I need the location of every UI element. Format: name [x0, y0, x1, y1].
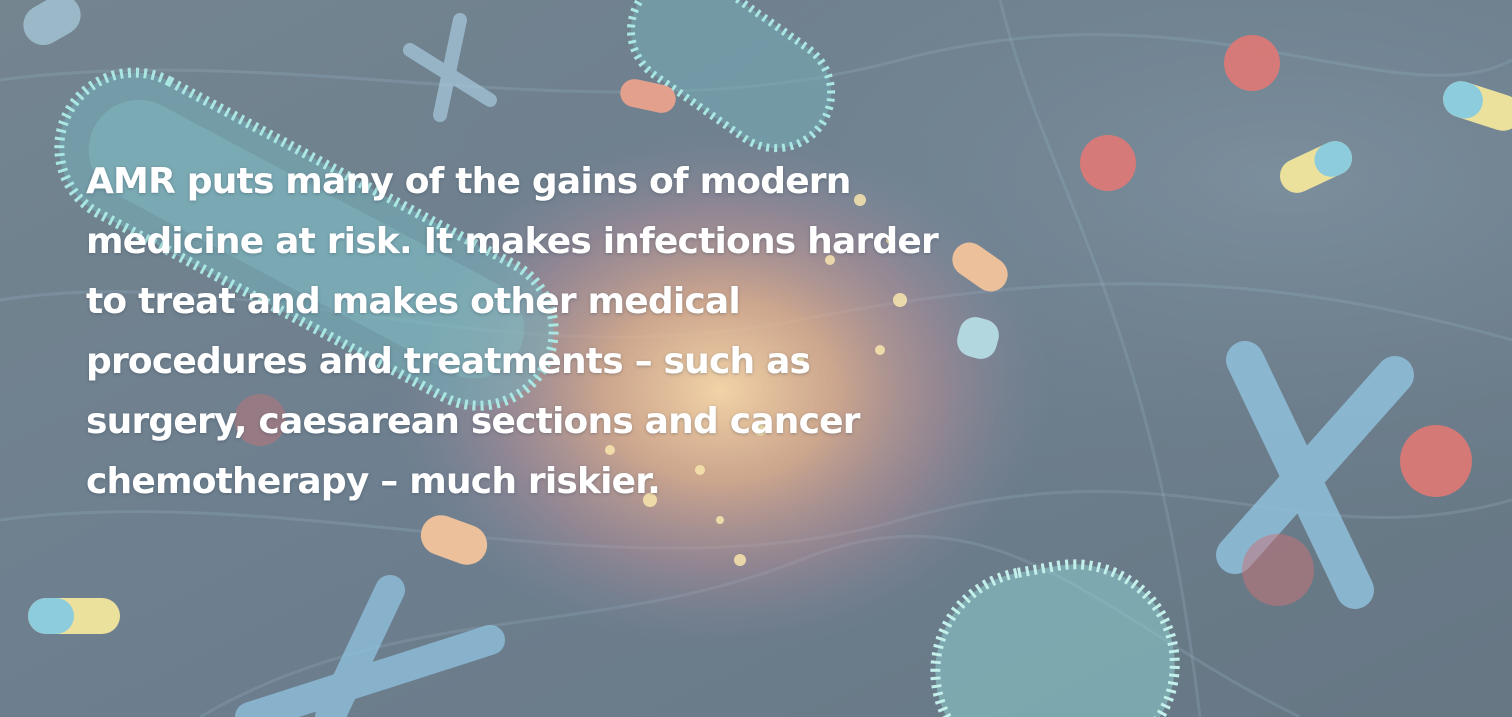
hero-paragraph: AMR puts many of the gains of modern med…	[86, 161, 939, 502]
